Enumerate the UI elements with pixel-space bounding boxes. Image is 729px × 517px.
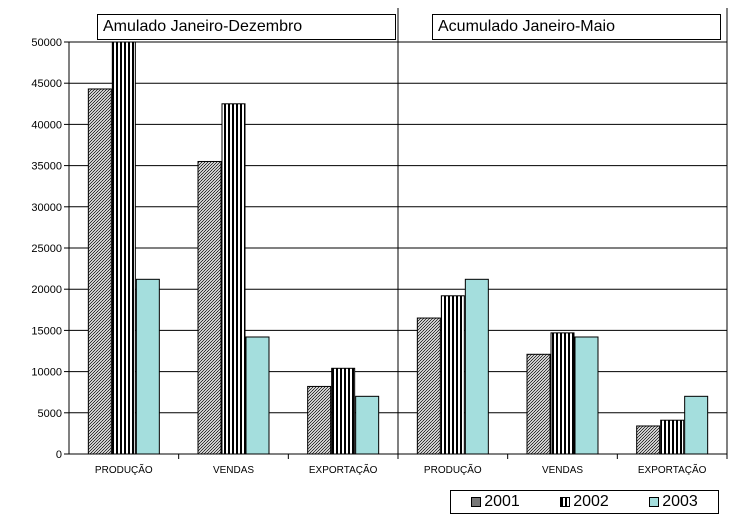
plot-area: 0 5000 10000 15000 20000 25000 30000 35000 40000… — [31, 8, 728, 476]
y-tick-label-40000: 40000 — [31, 119, 62, 131]
legend-swatch-2001 — [471, 497, 482, 507]
bar-p0-exportação-2003 — [355, 395, 380, 455]
bar-p1-produção-2003 — [464, 278, 489, 455]
bar-p0-vendas-2002 — [221, 103, 246, 455]
bar-p0-produção-2001 — [87, 88, 112, 455]
legend-label-2002: 2002 — [573, 493, 609, 510]
bar-p1-vendas-2001 — [526, 353, 551, 455]
y-tick-label-15000: 15000 — [31, 325, 62, 337]
bar-p0-vendas-2001 — [197, 160, 222, 455]
bar-p0-vendas-2003 — [245, 336, 270, 455]
y-tick-label-25000: 25000 — [31, 243, 62, 255]
legend-label-2001: 2001 — [484, 493, 520, 510]
y-tick-label-50000: 50000 — [31, 37, 62, 49]
legend: 2001 2002 2003 — [450, 490, 719, 514]
bar-p0-exportação-2002 — [331, 367, 356, 455]
bar-p0-produção-2002 — [111, 41, 136, 455]
bar-p1-vendas-2003 — [574, 336, 599, 455]
y-tick-label-30000: 30000 — [31, 202, 62, 214]
y-tick-label-20000: 20000 — [31, 284, 62, 296]
x-tick-label-p0-0: PRODUÇÃO — [95, 463, 153, 476]
y-tick-label-10000: 10000 — [31, 367, 62, 379]
legend-item-2003: 2003 — [649, 493, 698, 511]
legend-swatch-2003 — [649, 497, 660, 507]
bar-p1-exportação-2001 — [636, 425, 661, 455]
legend-label-2003: 2003 — [662, 493, 698, 510]
bar-p0-exportação-2001 — [307, 385, 332, 455]
x-tick-label-p1-2: EXPORTAÇÃO — [638, 463, 707, 476]
x-tick-label-p1-1: VENDAS — [542, 465, 583, 476]
y-tick-label-0: 0 — [56, 449, 62, 461]
y-tick-label-45000: 45000 — [31, 78, 62, 90]
panel-title-right: Acumulado Janeiro-Maio — [432, 14, 721, 40]
x-tick-label-p0-1: VENDAS — [213, 465, 254, 476]
x-tick-label-p1-0: PRODUÇÃO — [424, 463, 482, 476]
y-tick-label-35000: 35000 — [31, 161, 62, 173]
bar-p1-exportação-2003 — [684, 395, 709, 455]
bar-p1-vendas-2002 — [550, 332, 575, 455]
bar-p1-exportação-2002 — [660, 419, 685, 455]
bar-p0-produção-2003 — [135, 278, 160, 455]
y-tick-label-5000: 5000 — [38, 408, 62, 420]
bar-p1-produção-2002 — [440, 295, 465, 455]
legend-item-2001: 2001 — [471, 493, 520, 511]
panel-title-left: Amulado Janeiro-Dezembro — [97, 14, 396, 40]
legend-item-2002: 2002 — [560, 493, 609, 511]
legend-swatch-2002 — [560, 497, 571, 507]
x-tick-label-p0-2: EXPORTAÇÃO — [309, 463, 378, 476]
bar-p1-produção-2001 — [416, 317, 441, 455]
